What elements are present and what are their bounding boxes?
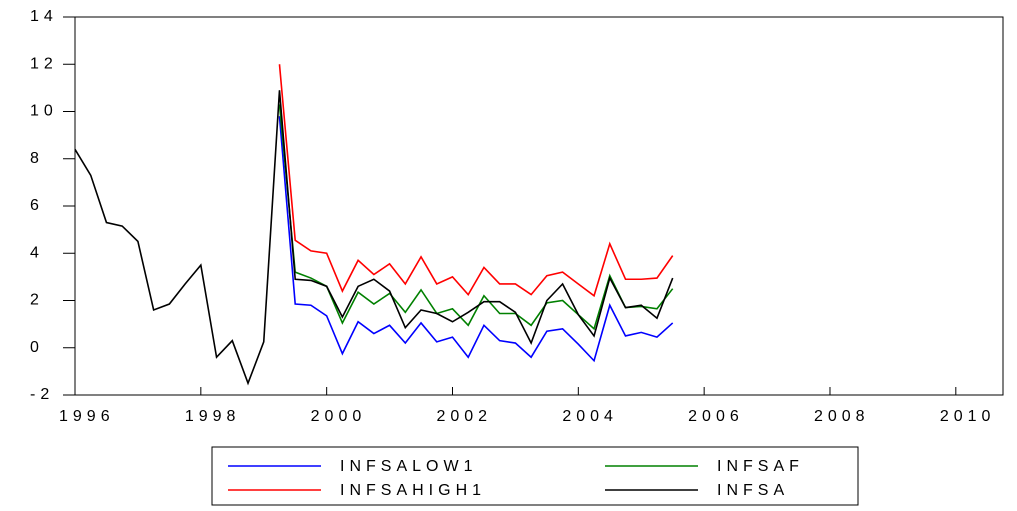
y-tick-label: 0 bbox=[30, 339, 44, 356]
series-line bbox=[74, 90, 674, 386]
x-tick-label: 2006 bbox=[688, 408, 744, 425]
legend-label: INFSAHIGH1 bbox=[340, 482, 486, 499]
y-tick-label: 4 bbox=[30, 244, 44, 261]
x-tick-label: 2010 bbox=[940, 408, 996, 425]
x-tick-label: 1996 bbox=[59, 408, 115, 425]
legend-label: INFSALOW1 bbox=[340, 458, 477, 475]
series-line bbox=[278, 64, 674, 298]
series-line bbox=[278, 116, 674, 363]
legend-label: INFSAF bbox=[717, 458, 804, 475]
series-line bbox=[278, 104, 674, 331]
x-tick-label: 2000 bbox=[311, 408, 367, 425]
y-tick-label: 10 bbox=[30, 103, 58, 120]
y-tick-label: 8 bbox=[30, 150, 44, 167]
plot-frame bbox=[74, 16, 1004, 396]
y-tick-label: 12 bbox=[30, 55, 58, 72]
x-tick-label: 2002 bbox=[436, 408, 492, 425]
x-tick-label: 1998 bbox=[185, 408, 241, 425]
legend-label: INFSA bbox=[717, 482, 789, 499]
legend-box bbox=[211, 446, 859, 506]
y-tick-label: 14 bbox=[30, 8, 58, 25]
y-tick-label: 2 bbox=[30, 292, 44, 309]
x-tick-label: 2008 bbox=[814, 408, 870, 425]
y-tick-label: 6 bbox=[30, 197, 44, 214]
y-tick-label: -2 bbox=[30, 386, 54, 403]
x-tick-label: 2004 bbox=[562, 408, 618, 425]
